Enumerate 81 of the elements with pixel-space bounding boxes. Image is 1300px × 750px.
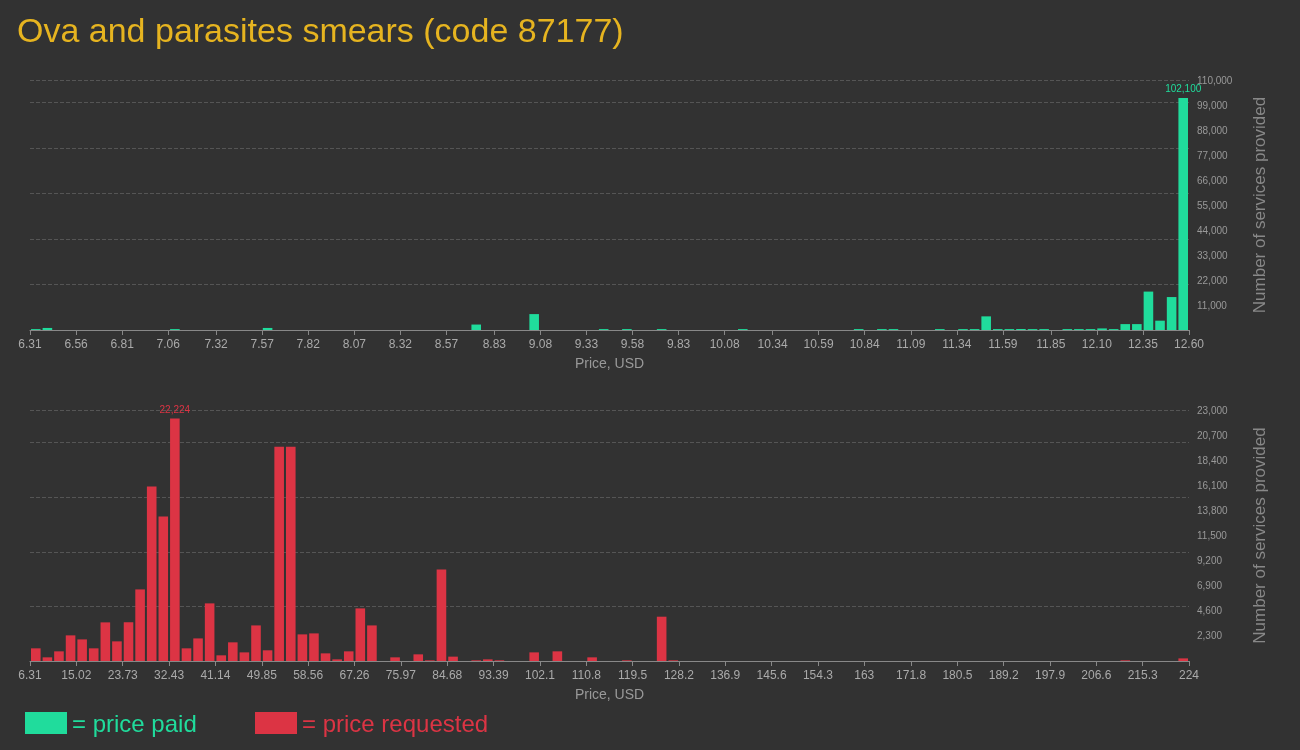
y-tick-label: 11,000: [1197, 299, 1228, 311]
x-tick-label: 23.73: [107, 668, 139, 682]
x-tick-label: 75.97: [385, 668, 417, 682]
x-tick-label: 84.68: [432, 668, 463, 682]
x-tick-label: 32.43: [154, 668, 185, 682]
x-tick-label: 49.85: [246, 668, 278, 682]
x-tick-label: 206.6: [1081, 668, 1112, 682]
x-tick-label: 163: [854, 668, 875, 682]
legend-label: = price paid: [72, 709, 197, 737]
x-tick-label: 10.34: [757, 337, 788, 351]
x-tick-label: 11.09: [896, 337, 926, 351]
x-tick-label: 8.07: [342, 337, 367, 351]
x-tick-label: 189.2: [988, 668, 1020, 682]
y-tick-label: 6,900: [1197, 580, 1223, 592]
x-tick-label: 128.2: [663, 668, 695, 682]
x-tick-label: 145.6: [756, 668, 787, 682]
legend-label: = price requested: [302, 709, 489, 737]
x-tick-label: 11.85: [1036, 337, 1066, 351]
data-label: 22,224: [159, 403, 191, 415]
x-tick-label: 180.5: [942, 668, 973, 682]
y-tick-label: 13,800: [1197, 504, 1229, 516]
x-tick-label: 7.82: [296, 337, 321, 351]
x-tick-label: 7.32: [204, 337, 229, 351]
x-tick-label: 15.02: [61, 668, 92, 682]
x-tick-label: 8.32: [388, 337, 413, 351]
x-tick-label: 10.08: [709, 337, 740, 351]
y-tick-label: 2,300: [1197, 630, 1223, 642]
x-tick-label: 6.56: [64, 337, 89, 351]
y-tick-label: 55,000: [1197, 199, 1229, 211]
x-tick-label: 9.33: [574, 337, 599, 351]
y-tick-label: 4,600: [1197, 605, 1223, 617]
y-tick-label: 33,000: [1197, 249, 1229, 261]
x-tick-label: 102.1: [524, 668, 556, 682]
x-tick-label: 12.10: [1081, 337, 1113, 351]
y-axis-title: Number of services provided: [1250, 96, 1269, 314]
x-axis-title: Price, USD: [574, 355, 645, 371]
x-tick-label: 197.9: [1035, 668, 1066, 682]
x-tick-label: 9.08: [528, 337, 553, 351]
x-tick-label: 41.14: [200, 668, 231, 682]
x-tick-label: 154.3: [802, 668, 834, 682]
y-tick-label: 110,000: [1197, 74, 1233, 86]
y-tick-label: 66,000: [1197, 174, 1229, 186]
x-tick-label: 7.06: [156, 337, 181, 351]
y-tick-label: 22,000: [1197, 274, 1229, 286]
x-tick-label: 215.3: [1127, 668, 1159, 682]
x-tick-label: 11.59: [988, 337, 1018, 351]
x-tick-label: 12.60: [1173, 337, 1205, 351]
x-tick-label: 7.57: [250, 337, 275, 351]
x-tick-label: 67.26: [339, 668, 370, 682]
x-tick-label: 10.84: [849, 337, 881, 351]
y-tick-label: 23,000: [1197, 404, 1229, 416]
y-tick-label: 99,000: [1197, 99, 1229, 111]
x-tick-label: 12.35: [1127, 337, 1159, 351]
y-tick-label: 16,100: [1197, 479, 1229, 491]
x-tick-label: 6.31: [18, 337, 42, 351]
y-tick-label: 77,000: [1197, 149, 1229, 161]
x-tick-label: 58.56: [293, 668, 324, 682]
x-tick-label: 6.81: [110, 337, 135, 351]
chart-title: Ova and parasites smears (code 87177): [17, 11, 624, 49]
x-tick-label: 10.59: [803, 337, 834, 351]
x-tick-label: 119.5: [618, 668, 648, 682]
x-tick-label: 8.57: [434, 337, 459, 351]
y-tick-label: 9,200: [1197, 555, 1223, 567]
x-tick-label: 171.8: [896, 668, 927, 682]
y-tick-label: 11,500: [1197, 530, 1228, 541]
data-label: 102,100: [1165, 83, 1202, 95]
y-tick-label: 18,400: [1197, 454, 1229, 466]
x-tick-label: 6.31: [18, 668, 42, 682]
x-tick-label: 110.8: [571, 668, 602, 682]
y-axis-title: Number of services provided: [1250, 427, 1269, 644]
y-tick-label: 20,700: [1197, 429, 1229, 441]
x-tick-label: 8.83: [482, 337, 507, 351]
x-tick-label: 9.58: [620, 337, 645, 351]
y-tick-label: 44,000: [1197, 224, 1229, 236]
x-tick-label: 93.39: [478, 668, 509, 682]
x-tick-label: 224: [1178, 668, 1200, 682]
y-tick-label: 88,000: [1197, 124, 1229, 136]
x-tick-label: 136.9: [710, 668, 741, 682]
x-tick-label: 11.34: [942, 337, 972, 351]
x-tick-label: 9.83: [666, 337, 691, 351]
x-axis-title: Price, USD: [574, 686, 645, 702]
